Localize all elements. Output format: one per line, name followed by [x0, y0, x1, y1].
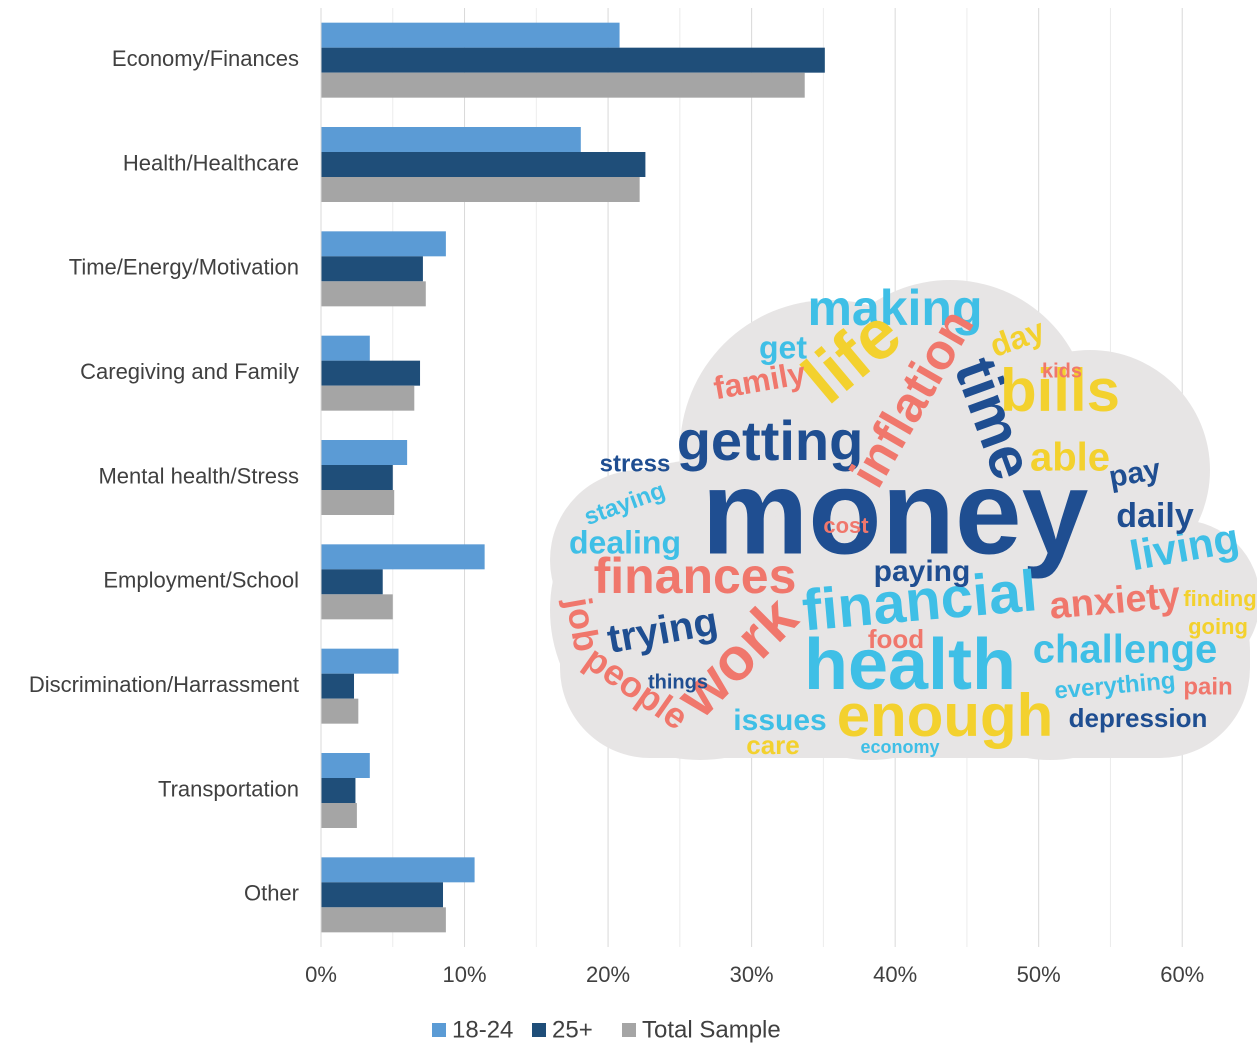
bar — [321, 907, 446, 932]
bar — [321, 490, 394, 515]
bar — [321, 674, 354, 699]
cloud-word: stress — [600, 450, 671, 477]
cloud-word: food — [868, 624, 924, 654]
bar — [321, 127, 581, 152]
cloud-word: things — [648, 671, 708, 693]
x-tick-label: 0% — [305, 962, 337, 987]
bar — [321, 649, 399, 674]
cloud-word: get — [759, 329, 807, 365]
x-tick-label: 20% — [586, 962, 630, 987]
bar — [321, 281, 426, 306]
bar — [321, 753, 370, 778]
cloud-word: getting — [677, 409, 864, 472]
bar — [321, 73, 805, 98]
cloud-word: able — [1030, 436, 1110, 480]
legend-swatch — [532, 1023, 546, 1037]
x-tick-label: 10% — [443, 962, 487, 987]
cloud-word: depression — [1069, 703, 1208, 733]
bar — [321, 231, 446, 256]
y-tick-label: Transportation — [158, 776, 299, 801]
x-tick-label: 40% — [873, 962, 917, 987]
bar — [321, 465, 393, 490]
bar — [321, 803, 357, 828]
cloud-word: daily — [1116, 497, 1194, 535]
legend-label: 25+ — [552, 1016, 593, 1043]
x-tick-label: 50% — [1017, 962, 1061, 987]
cloud-word: dealing — [569, 524, 681, 560]
word-cloud: moneygettinghealthenoughfinancialfinance… — [550, 280, 1257, 760]
y-tick-label: Health/Healthcare — [123, 150, 299, 175]
legend-label: 18-24 — [452, 1016, 513, 1043]
x-tick-label: 60% — [1160, 962, 1204, 987]
bar — [321, 23, 620, 48]
bar — [321, 699, 358, 724]
y-tick-label: Economy/Finances — [112, 46, 299, 71]
cloud-word: paying — [874, 555, 971, 588]
cloud-word: care — [746, 730, 800, 760]
bar — [321, 256, 423, 281]
bar — [321, 778, 355, 803]
bar — [321, 440, 407, 465]
bar — [321, 336, 370, 361]
legend-label: Total Sample — [642, 1016, 781, 1043]
cloud-word: cost — [823, 513, 869, 538]
cloud-word: finding — [1183, 586, 1256, 611]
y-tick-label: Mental health/Stress — [98, 463, 299, 488]
cloud-word: going — [1188, 614, 1248, 639]
bar — [321, 857, 475, 882]
y-tick-label: Employment/School — [103, 568, 299, 593]
bar — [321, 386, 414, 411]
bar — [321, 152, 645, 177]
bar — [321, 361, 420, 386]
y-tick-label: Other — [244, 881, 299, 906]
y-tick-label: Discrimination/Harrassment — [29, 672, 299, 697]
legend-swatch — [432, 1023, 446, 1037]
bar — [321, 177, 640, 202]
chart: 0% 10% 20% 30% 40% 50% 60% Economy/Finances Heal… — [0, 0, 1257, 1044]
bar — [321, 569, 383, 594]
bar — [321, 48, 825, 73]
bar — [321, 544, 485, 569]
cloud-word: economy — [860, 737, 939, 757]
y-tick-label: Caregiving and Family — [80, 359, 299, 384]
cloud-word: kids — [1042, 360, 1082, 382]
bar — [321, 882, 443, 907]
legend-swatch — [622, 1023, 636, 1037]
bar — [321, 594, 393, 619]
y-tick-label: Time/Energy/Motivation — [69, 255, 299, 280]
x-tick-label: 30% — [730, 962, 774, 987]
cloud-word: pain — [1183, 673, 1232, 700]
